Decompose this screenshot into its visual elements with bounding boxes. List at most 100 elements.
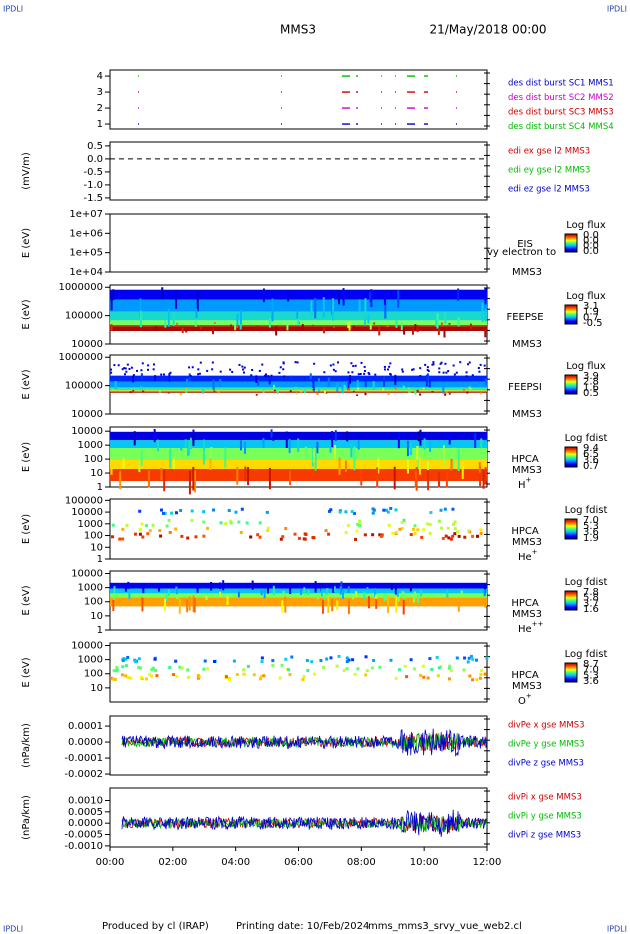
spectrum-speck: [199, 361, 202, 364]
y-tick-label: 0.0000: [68, 818, 103, 829]
spectrum-speck: [437, 519, 441, 523]
spectrum-speck: [175, 587, 178, 595]
spectrum-band: [110, 588, 487, 594]
colorbar-tick-label: 0.0: [583, 230, 599, 241]
colorbar-title: Log fdist: [565, 505, 608, 516]
spectrum-speck: [161, 287, 164, 299]
spectrum-speck: [195, 308, 198, 319]
spectrum-speck: [170, 511, 174, 515]
instrument-label: HPCA: [511, 598, 539, 609]
spacecraft-label: MMS3: [512, 465, 542, 476]
spectrum-speck: [364, 313, 367, 326]
spectrum-speck: [453, 532, 457, 536]
spectrum-speck: [353, 672, 357, 676]
colorbar-tick-label: 1.6: [583, 382, 599, 393]
footer-file: mms_mms3_srvy_vue_web2.cl: [368, 921, 522, 932]
colorbar-tick-label: 3.9: [583, 371, 599, 382]
spectrum-speck: [322, 297, 325, 318]
y-tick-label: 100000: [65, 495, 103, 506]
spectrum-speck: [202, 667, 206, 671]
spectrum-speck: [172, 673, 176, 677]
spectrum-speck: [186, 668, 190, 672]
spectrum-speck: [227, 509, 231, 513]
spectrum-speck: [389, 362, 392, 365]
spectrum-speck: [397, 290, 400, 308]
burst-mark: [395, 75, 396, 77]
spectrum-speck: [469, 654, 473, 658]
spectrum-speck: [112, 599, 115, 612]
spectrum-band: [110, 391, 487, 393]
spectrum-speck: [167, 518, 171, 522]
spectrum-speck: [250, 374, 253, 377]
colorbar-tick-label: 3.7: [583, 598, 599, 609]
spectrum-speck: [336, 381, 339, 392]
spectrum-speck: [194, 535, 198, 539]
spectrum-speck: [188, 366, 191, 369]
spectrum-speck: [252, 673, 256, 677]
spectrum-speck: [327, 377, 330, 388]
spectrum-speck: [408, 388, 411, 394]
spectrum-speck: [290, 655, 294, 659]
spectrum-speck: [112, 669, 116, 673]
spectrum-speck: [128, 590, 131, 599]
spectrum-speck: [335, 664, 339, 668]
spectrum-speck: [143, 389, 146, 391]
y-tick-label: 10000: [71, 507, 103, 518]
spectrum-speck: [246, 664, 250, 668]
spectrum-speck: [468, 674, 472, 678]
spectrum-speck: [352, 365, 355, 368]
spectrum-speck: [190, 509, 194, 513]
spectrum-speck: [164, 320, 167, 328]
spectrum-speck: [142, 390, 145, 393]
spectrum-speck: [388, 365, 391, 368]
spectrum-speck: [283, 375, 286, 378]
spectrum-speck: [374, 373, 377, 376]
spectrum-speck: [374, 588, 377, 597]
spectrum-speck: [129, 676, 133, 680]
spectrum-speck: [117, 364, 120, 367]
spectrum-speck: [307, 589, 310, 596]
spectrum-speck: [395, 319, 398, 328]
corner-mark: IPDLI: [607, 5, 627, 14]
spectrum-speck: [163, 511, 167, 515]
spectrum-band: [110, 390, 487, 392]
colorbar-tick-label: 8.7: [583, 659, 599, 670]
spectrum-speck: [219, 591, 222, 597]
spectrum-speck: [324, 529, 328, 533]
spectrum-speck: [326, 588, 329, 595]
spectrum-speck: [297, 438, 300, 453]
spectrum-speck: [210, 446, 213, 464]
spectrum-speck: [390, 583, 393, 590]
colorbar-tick-label: 3.6: [583, 527, 599, 538]
overlay-label: vy electron to: [487, 247, 556, 258]
spectrum-speck: [229, 368, 232, 371]
spectrum-speck: [190, 518, 194, 522]
spectrum-speck: [258, 521, 262, 525]
spectrum-speck: [293, 532, 297, 536]
spectrum-speck: [264, 374, 267, 377]
corner-mark: IPDLI: [3, 5, 23, 14]
spectrum-speck: [140, 373, 143, 380]
spectrum-speck: [387, 392, 390, 395]
spectrum-speck: [287, 668, 291, 672]
y-tick-label: -1.0: [83, 180, 103, 191]
spectrum-speck: [302, 675, 306, 679]
spectrum-speck: [239, 309, 242, 325]
spectrum-speck: [237, 591, 240, 598]
spectrum-speck: [312, 449, 315, 463]
spectrum-speck: [133, 658, 137, 662]
spectrum-speck: [316, 593, 319, 600]
spectrum-speck: [445, 471, 448, 488]
spectrum-speck: [262, 438, 265, 448]
y-tick-label: 1: [97, 119, 103, 130]
spectrum-speck: [228, 678, 232, 682]
spectrum-speck: [311, 536, 315, 540]
spectrum-speck: [400, 526, 404, 530]
spectrum-speck: [303, 587, 306, 595]
spectrum-speck: [463, 388, 466, 392]
spectrum-speck: [130, 366, 133, 369]
spectrum-speck: [446, 588, 449, 598]
spectrum-speck: [447, 370, 450, 373]
spectrum-speck: [139, 386, 142, 391]
colorbar-tick-label: 0.0: [583, 235, 599, 246]
